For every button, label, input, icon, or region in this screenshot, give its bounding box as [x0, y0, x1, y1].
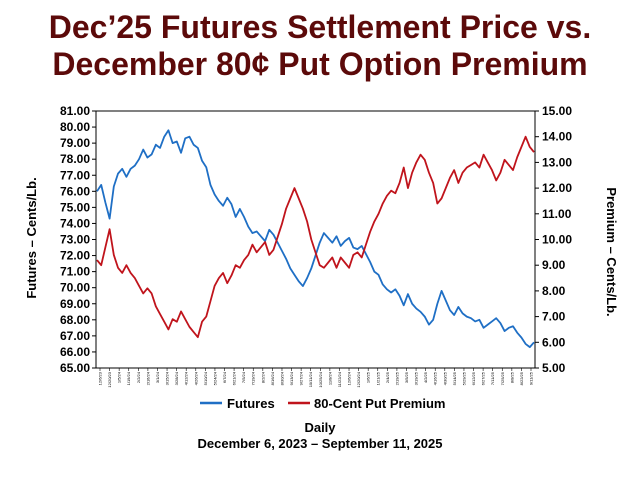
x-tick-label: 1/5/24: [117, 371, 122, 383]
x-tick-label: 10/25/24: [318, 371, 323, 387]
left-tick-label: 69.00: [60, 297, 90, 311]
legend-label-futures: Futures: [227, 396, 275, 411]
x-tick-label: 3/5/25: [404, 371, 409, 383]
x-tick-label: 8/8/25: [509, 371, 514, 383]
x-tick-label: 1/21/25: [375, 371, 380, 385]
x-tick-label: 7/5/24: [241, 371, 246, 383]
x-tick-label: 5/29/25: [461, 371, 466, 385]
left-tick-label: 80.00: [60, 120, 90, 134]
right-tick-label: 14.00: [542, 130, 572, 144]
futures-series-line: [96, 129, 535, 349]
left-tick-label: 67.00: [60, 329, 90, 343]
x-tick-label: 2/16/24: [145, 371, 150, 385]
left-axis-title: Futures – Cents/Lb.: [24, 177, 39, 298]
legend: Futures 80-Cent Put Premium: [200, 396, 445, 411]
x-tick-label: 3/19/25: [414, 371, 419, 385]
right-tick-label: 13.00: [542, 155, 572, 169]
x-tick-label: 4/26/24: [193, 371, 198, 385]
x-tick-label: 2/2/24: [136, 371, 141, 383]
x-tick-label: 8/22/25: [519, 371, 524, 385]
x-tick-label: 3/28/24: [174, 371, 179, 385]
right-axis-ticks: 5.00 6.00 7.00 8.00 9.00 10.00 11.00 12.00 13.00…: [535, 104, 572, 375]
put-premium-series-line: [96, 135, 535, 339]
left-tick-label: 78.00: [60, 152, 90, 166]
left-tick-label: 71.00: [60, 265, 90, 279]
x-tick-label: 4/12/24: [184, 371, 189, 385]
left-tick-label: 72.00: [60, 249, 90, 263]
left-tick-label: 68.00: [60, 313, 90, 327]
x-tick-label: 8/30/24: [279, 371, 284, 385]
x-tick-label: 7/25/25: [500, 371, 505, 385]
right-tick-label: 15.00: [542, 104, 572, 118]
x-tick-label: 12/6/23: [98, 371, 103, 385]
x-tick-label: 9/27/24: [299, 371, 304, 385]
x-tick-label: 10/11/24: [308, 371, 313, 387]
left-tick-label: 75.00: [60, 200, 90, 214]
x-tick-label: 8/16/24: [270, 371, 275, 385]
left-tick-label: 70.00: [60, 281, 90, 295]
x-axis-ticks: 12/6/23 12/20/23 1/5/24 1/19/24 2/2/24 2/16/2…: [98, 368, 534, 388]
x-tick-label: 1/19/24: [126, 371, 131, 385]
x-tick-label: 3/15/24: [165, 371, 170, 385]
right-axis-title: Premium – Cents/Lb.: [604, 187, 619, 316]
chart-title-line-1: Dec’25 Futures Settlement Price vs.: [48, 9, 592, 45]
x-tick-label: 7/11/25: [490, 371, 495, 385]
right-tick-label: 7.00: [542, 310, 566, 324]
x-tick-label: 4/2/25: [423, 371, 428, 383]
right-tick-label: 6.00: [542, 335, 566, 349]
right-tick-label: 12.00: [542, 181, 572, 195]
x-tick-label: 2/4/25: [385, 371, 390, 383]
x-tick-label: 1/6/25: [366, 371, 371, 383]
left-axis-ticks: 65.00 66.00 67.00 68.00 69.00 70.00 71.00 72.00…: [60, 104, 96, 375]
x-tick-label: 6/12/25: [471, 371, 476, 385]
x-tick-label: 8/2/24: [260, 371, 265, 383]
left-tick-label: 66.00: [60, 345, 90, 359]
x-tick-label: 12/20/23: [107, 371, 112, 387]
x-tick-label: 12/20/24: [356, 371, 361, 387]
x-tick-label: 2/19/25: [394, 371, 399, 385]
left-tick-label: 74.00: [60, 216, 90, 230]
x-axis-title: Daily: [304, 420, 336, 435]
right-tick-label: 9.00: [542, 258, 566, 272]
right-tick-label: 10.00: [542, 233, 572, 247]
date-range-label: December 6, 2023 – September 11, 2025: [197, 436, 443, 451]
legend-label-put-premium: 80-Cent Put Premium: [314, 396, 445, 411]
plot-area: [95, 110, 536, 369]
left-tick-label: 73.00: [60, 233, 90, 247]
x-tick-label: 9/11/25: [529, 371, 534, 385]
x-tick-label: 6/7/24: [222, 371, 227, 383]
x-tick-label: 12/6/24: [347, 371, 352, 385]
x-tick-label: 11/8/24: [327, 371, 332, 385]
left-tick-label: 65.00: [60, 361, 90, 375]
x-tick-label: 5/24/24: [212, 371, 217, 385]
series-layer: [96, 129, 535, 349]
x-tick-label: 5/14/25: [452, 371, 457, 385]
chart-title-line-2: December 80¢ Put Option Premium: [52, 46, 588, 82]
x-tick-label: 9/13/24: [289, 371, 294, 385]
x-tick-label: 3/1/24: [155, 371, 160, 383]
x-tick-label: 6/27/25: [481, 371, 486, 385]
right-tick-label: 5.00: [542, 361, 566, 375]
left-tick-label: 79.00: [60, 136, 90, 150]
right-tick-label: 11.00: [542, 207, 572, 221]
right-tick-label: 8.00: [542, 284, 566, 298]
plot-frame: [95, 110, 536, 369]
left-tick-label: 76.00: [60, 184, 90, 198]
left-tick-label: 77.00: [60, 168, 90, 182]
x-tick-label: 7/19/24: [251, 371, 256, 385]
x-tick-label: 6/21/24: [232, 371, 237, 385]
x-tick-label: 4/16/25: [433, 371, 438, 385]
x-tick-label: 4/30/25: [442, 371, 447, 385]
left-tick-label: 81.00: [60, 104, 90, 118]
x-tick-label: 5/10/24: [203, 371, 208, 385]
x-tick-label: 11/22/24: [337, 371, 342, 387]
